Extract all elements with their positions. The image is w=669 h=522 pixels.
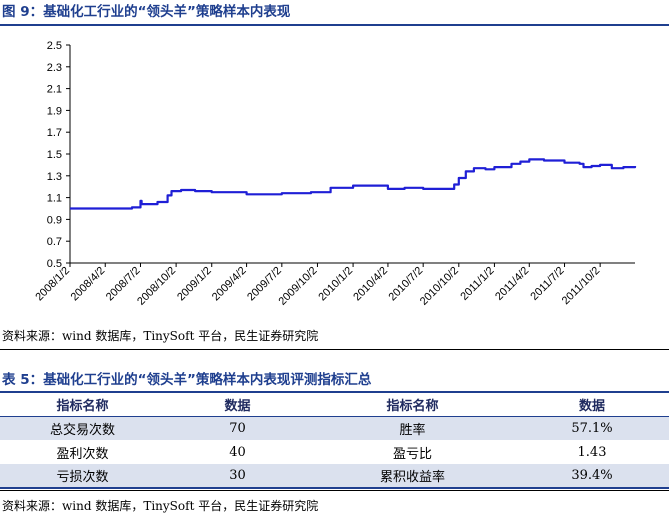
x-tick-label: 2011/1/2 <box>458 265 496 303</box>
table-cell: 39.4% <box>515 464 669 489</box>
table-cell: 累积收益率 <box>310 464 515 489</box>
y-tick-label: 0.5 <box>47 258 62 270</box>
y-tick-label: 1.9 <box>47 105 62 117</box>
table-cell: 30 <box>165 464 310 489</box>
table-source-note: 资料来源：wind 数据库，TinySoft 平台，民生证券研究院 <box>2 499 319 513</box>
series-line <box>70 158 637 210</box>
x-tick-label: 2009/4/2 <box>210 265 249 304</box>
x-tick-label: 2009/10/2 <box>276 265 319 308</box>
divider <box>0 349 669 350</box>
table-cell: 70 <box>165 416 310 440</box>
table-cell: 40 <box>229 444 246 460</box>
y-tick-label: 1.5 <box>47 149 62 161</box>
y-tick-label: 1.3 <box>47 171 62 183</box>
table-cell: 57.1% <box>515 416 669 440</box>
table-row: 亏损次数 30 累积收益率 39.4% <box>0 464 669 489</box>
table-title: 表 5：基础化工行业的“领头羊”策略样本内表现评测指标汇总 <box>2 372 372 388</box>
table-header-row: 指标名称 数据 指标名称 数据 <box>0 391 669 417</box>
x-tick-label: 2011/4/2 <box>493 265 531 303</box>
y-tick-label: 2.3 <box>47 62 62 74</box>
header-value: 数据 <box>165 391 310 417</box>
chart-source-note: 资料来源：wind 数据库，TinySoft 平台，民生证券研究院 <box>2 329 319 343</box>
y-tick-label: 1.1 <box>47 193 62 205</box>
x-tick-label: 2008/10/2 <box>135 265 178 308</box>
header-metric-name: 指标名称 <box>0 391 165 417</box>
metrics-table: 指标名称 数据 指标名称 数据 总交易次数 70 胜率 57.1% 盈利次数 4… <box>0 391 669 489</box>
y-tick-label: 1.7 <box>47 127 62 139</box>
figure-title: 图 9：基础化工行业的“领头羊”策略样本内表现 <box>0 0 669 26</box>
line-chart: 2.5 2.3 2.1 1.9 1.7 1.5 1.3 1.1 0.9 0.7 0.5 2008/1… <box>33 40 637 308</box>
table-cell: 总交易次数 <box>0 416 165 440</box>
table-row: 盈利次数 40 盈亏比 1.43 <box>0 440 669 464</box>
x-tick-label: 2008/4/2 <box>69 265 108 304</box>
header-metric-name: 指标名称 <box>310 391 515 417</box>
table-cell: 盈利次数 <box>56 446 109 462</box>
y-tick-label: 2.5 <box>47 40 62 52</box>
table-row: 总交易次数 70 胜率 57.1% <box>0 416 669 440</box>
header-value: 数据 <box>515 391 669 417</box>
series-layer <box>70 158 637 210</box>
table-cell: 亏损次数 <box>0 464 165 489</box>
x-tick-label: 2010/4/2 <box>351 265 390 304</box>
y-tick-label: 0.7 <box>47 236 62 248</box>
y-axis: 2.5 2.3 2.1 1.9 1.7 1.5 1.3 1.1 0.9 0.7 0.5 <box>47 40 71 270</box>
x-tick-label: 2008/1/2 <box>33 265 72 304</box>
table-cell: 盈亏比 <box>392 446 432 462</box>
divider <box>0 490 669 491</box>
x-axis: 2008/1/22008/4/22008/7/22008/10/22009/1/… <box>33 262 635 308</box>
x-tick-label: 2010/1/2 <box>316 265 355 304</box>
y-tick-label: 2.1 <box>47 84 62 96</box>
x-tick-label: 2010/10/2 <box>418 265 461 308</box>
x-tick-label: 2009/1/2 <box>175 265 214 304</box>
x-tick-label: 2011/10/2 <box>560 265 603 308</box>
y-tick-label: 0.9 <box>47 214 62 226</box>
table-cell: 1.43 <box>577 444 607 460</box>
table-cell: 胜率 <box>310 416 515 440</box>
